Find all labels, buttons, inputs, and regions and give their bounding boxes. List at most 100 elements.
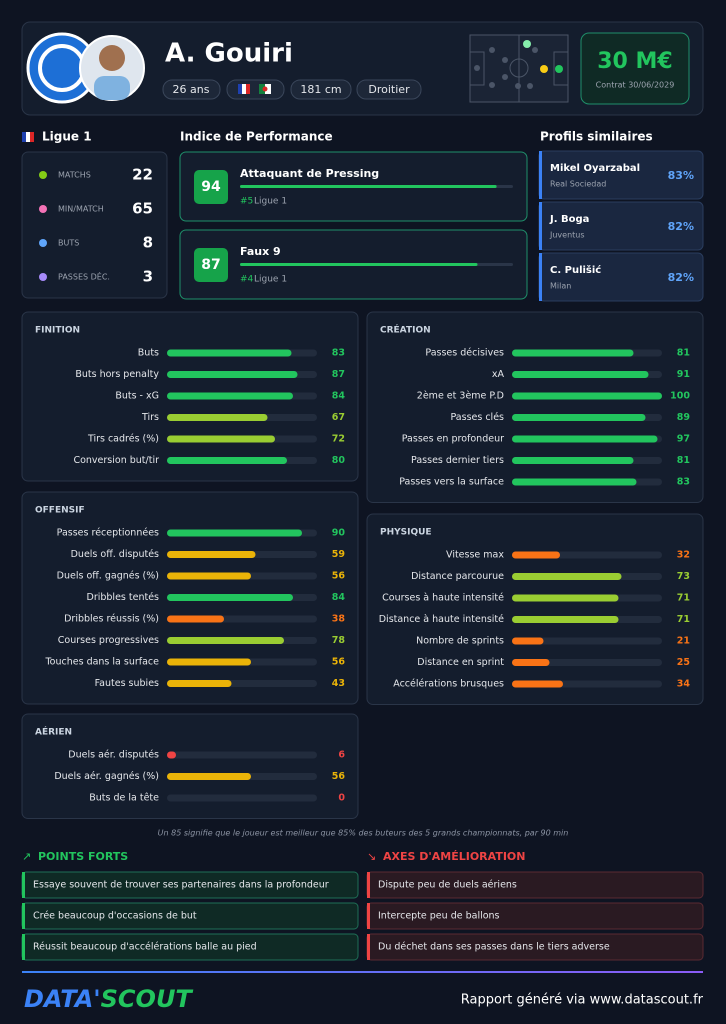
metric-bar: [167, 371, 298, 378]
metric-bar: [167, 637, 284, 644]
metric-value: 25: [677, 657, 690, 668]
age: 26 ans: [173, 83, 210, 96]
similar-accent: [539, 253, 542, 301]
metric-track: [512, 659, 662, 666]
stat-label: PASSES DÉC.: [58, 271, 110, 282]
metric-label: Accélérations brusques: [393, 679, 504, 690]
similar-accent: [539, 202, 542, 250]
rank-league: Ligue 1: [254, 197, 287, 207]
metric-bar: [512, 349, 634, 357]
player-name: A. Gouiri: [165, 39, 293, 69]
metric-label: Buts: [138, 348, 159, 359]
flag-dz: [262, 86, 268, 92]
metric-value: 84: [332, 592, 346, 603]
improvements-accent: [367, 934, 370, 960]
strengths-icon: ↗: [22, 850, 31, 863]
metric-value: 0: [338, 793, 345, 804]
flag-fr: [246, 84, 250, 94]
metric-value: 89: [677, 412, 690, 423]
similar-accent: [539, 151, 542, 199]
metric-label: xA: [492, 369, 505, 380]
metric-label: Duels off. gagnés (%): [57, 571, 159, 582]
section-title: FINITION: [35, 326, 80, 336]
chip: [226, 79, 285, 100]
player-face: [99, 45, 125, 71]
metric-label: Fautes subies: [95, 678, 159, 689]
metric-bar: [167, 551, 256, 558]
logo: DATA'SCOUT: [24, 985, 193, 1013]
metric-bar: [167, 594, 293, 601]
stat-icon: [39, 273, 47, 281]
note: Un 85 signifie que le joueur est meilleu…: [158, 829, 569, 838]
metric-value: 80: [332, 455, 346, 466]
metric-label: Duels off. disputés: [71, 549, 159, 560]
metric-bar: [512, 371, 649, 378]
strengths-title: POINTS FORTS: [38, 850, 128, 863]
metric-value: 6: [338, 750, 345, 761]
chip: [290, 79, 352, 100]
stat-label: MIN/MATCH: [58, 205, 104, 214]
metric-label: Touches dans la surface: [44, 657, 159, 668]
metric-bar: [167, 658, 251, 666]
metric-value: 100: [670, 391, 690, 402]
metric-bar: [512, 457, 634, 464]
pitch-dots: [474, 40, 563, 89]
metric-bar: [512, 435, 658, 443]
metric-label: Buts - xG: [115, 391, 159, 402]
score-box: [194, 248, 228, 282]
improvements-text: Du déchet dans ses passes dans le tiers …: [378, 942, 610, 953]
metric-label: Distance parcourue: [411, 571, 504, 582]
metric-value: 71: [677, 593, 690, 604]
metric-track: [167, 751, 317, 759]
metric-label: Nombre de sprints: [416, 636, 504, 647]
score: 94: [201, 179, 221, 195]
similar-name: C. Pulišić: [550, 264, 601, 276]
metric-value: 78: [332, 635, 346, 646]
metric-value: 84: [332, 391, 346, 402]
metric-value: 32: [677, 550, 690, 561]
metric-bar: [167, 435, 275, 443]
metric-value: 56: [332, 771, 346, 782]
logo-right: SCOUT: [101, 985, 194, 1013]
strengths-accent: [22, 872, 25, 898]
section-title: AÉRIEN: [35, 726, 72, 738]
section-card: [21, 713, 359, 819]
metric-value: 97: [677, 434, 690, 445]
metric-bar: [512, 551, 560, 559]
flag-fr: [26, 132, 30, 142]
metric-label: Passes décisives: [425, 348, 504, 359]
metric-bar: [167, 680, 232, 687]
improvements-title: AXES D'AMÉLIORATION: [383, 850, 525, 863]
metric-bar: [167, 773, 251, 780]
metric-value: 72: [332, 434, 345, 445]
role: Faux 9: [240, 245, 281, 258]
improvements-accent: [367, 903, 370, 929]
player-shirt: [94, 76, 130, 100]
metric-label: Buts hors penalty: [75, 369, 159, 380]
metric-bar: [167, 615, 224, 623]
metric-label: Duels aér. gagnés (%): [54, 771, 159, 782]
strengths-text: Crée beaucoup d'occasions de but: [33, 911, 197, 922]
metric-bar: [512, 573, 622, 580]
improvements-icon: ↘: [367, 850, 376, 863]
metric-value: 83: [332, 348, 345, 359]
section-title: PHYSIQUE: [380, 528, 432, 538]
metric-bar: [512, 594, 619, 602]
metric-value: 56: [332, 657, 346, 668]
stat-value: 22: [132, 166, 153, 184]
metric-track: [167, 794, 317, 802]
metric-label: Passes dernier tiers: [411, 455, 504, 466]
metric-value: 73: [677, 571, 690, 582]
metric-label: Dribbles tentés: [87, 592, 160, 603]
similar-club: Real Sociedad: [550, 180, 606, 189]
stat-value: 8: [143, 234, 153, 252]
stat-label: BUTS: [58, 239, 79, 248]
metric-value: 71: [677, 614, 690, 625]
metric-value: 59: [332, 549, 345, 560]
metric-bar: [512, 680, 563, 688]
section-title: OFFENSIF: [35, 506, 85, 516]
metric-value: 43: [332, 678, 345, 689]
metric-value: 83: [677, 477, 690, 488]
improvements-text: Intercepte peu de ballons: [378, 911, 500, 922]
